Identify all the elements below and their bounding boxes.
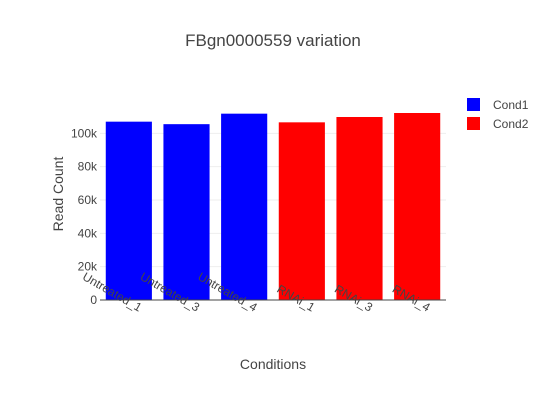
y-tick-label: 0 bbox=[90, 293, 97, 307]
bar-untreated-4 bbox=[221, 113, 268, 301]
y-tick-label: 60k bbox=[78, 193, 98, 207]
chart-title: FBgn0000559 variation bbox=[185, 31, 361, 50]
y-tick-label: 100k bbox=[71, 126, 98, 140]
bar-untreated-1 bbox=[105, 121, 152, 301]
y-tick-label: 40k bbox=[78, 226, 98, 240]
legend: Cond1 Cond2 bbox=[467, 98, 529, 131]
legend-swatch bbox=[467, 98, 480, 111]
y-tick-label: 80k bbox=[78, 160, 98, 174]
gridlines bbox=[100, 132, 446, 268]
legend-entry: Cond1 bbox=[493, 98, 529, 112]
bars bbox=[105, 113, 441, 301]
bar-rnai-1 bbox=[278, 122, 325, 300]
bar-rnai-4 bbox=[394, 113, 441, 300]
bar-untreated-3 bbox=[163, 124, 210, 301]
legend-swatch bbox=[467, 117, 480, 130]
y-tick-labels: 0 20k 40k 60k 80k 100k bbox=[71, 126, 98, 307]
x-axis-label: Conditions bbox=[240, 356, 306, 372]
y-tick-label: 20k bbox=[78, 260, 98, 274]
bar-rnai-3 bbox=[336, 117, 383, 300]
y-axis-label: Read Count bbox=[50, 157, 66, 232]
legend-entry: Cond2 bbox=[493, 117, 529, 131]
